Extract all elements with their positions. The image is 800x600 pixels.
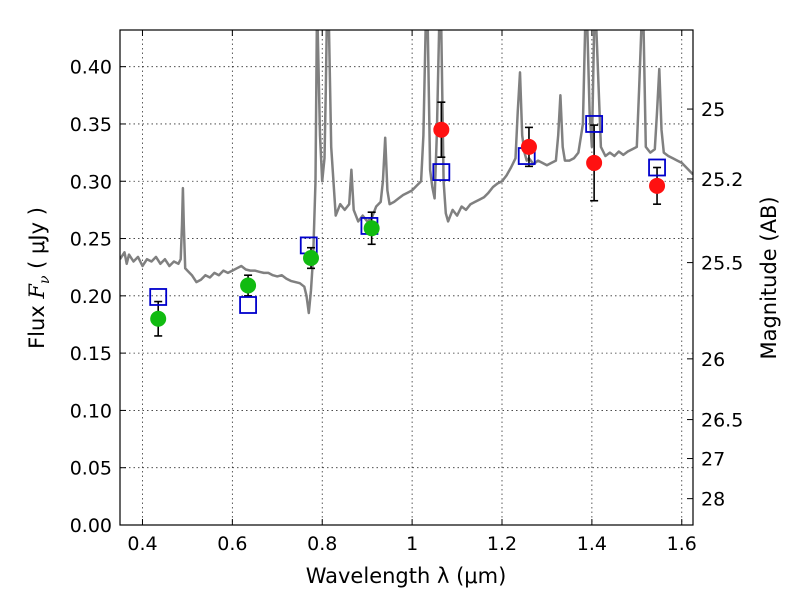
y2-axis-title: Magnitude (AB)	[757, 196, 781, 359]
ground-data-point	[240, 277, 257, 294]
model-point	[648, 158, 666, 177]
x-tick-label: 1	[406, 533, 418, 555]
x-tick-label: 0.6	[217, 533, 247, 555]
model-point	[149, 288, 168, 306]
y2-tick-label: 27	[701, 449, 725, 471]
plot-background	[120, 30, 693, 525]
space-data-point	[433, 121, 450, 138]
x-axis-ticks: 0.4 0.6 0.8 1 1.2 1.4 1.6	[127, 30, 697, 555]
y-tick-label: 0.40	[70, 57, 112, 79]
y2-tick-label: 28	[701, 489, 725, 511]
ground-data-point	[363, 220, 380, 237]
y-axis-title: Flux Fν ( μJy )	[25, 207, 53, 349]
model-point	[239, 296, 257, 314]
y-axis-title-suffix: ( μJy )	[25, 207, 49, 275]
space-data-point	[649, 177, 666, 194]
y-axis-ticks: 0.00 0.05 0.10 0.15 0.20 0.25 0.30 0.35 0.40	[70, 57, 126, 537]
y2-tick-label: 25.5	[701, 253, 743, 275]
x-tick-label: 0.4	[127, 533, 157, 555]
y-tick-label: 0.15	[70, 343, 112, 365]
y-axis-title-prefix: Flux	[25, 299, 49, 349]
y2-tick-label: 26.5	[701, 410, 743, 432]
space-data-point	[586, 154, 603, 171]
y-tick-label: 0.05	[70, 458, 112, 480]
x-tick-label: 1.4	[577, 533, 607, 555]
y-tick-label: 0.10	[70, 400, 112, 422]
y-tick-label: 0.30	[70, 171, 112, 193]
ground-data-point	[150, 310, 167, 327]
y2-axis-ticks: 25 25.2 25.5 26 26.5 27 28	[687, 99, 743, 511]
y-axis-title-subscript: ν	[37, 275, 53, 284]
x-tick-label: 0.8	[307, 533, 337, 555]
x-tick-label: 1.6	[667, 533, 697, 555]
model-point	[432, 163, 451, 181]
y-tick-label: 0.20	[70, 286, 112, 308]
y-tick-label: 0.25	[70, 229, 112, 251]
y-tick-label: 0.35	[70, 114, 112, 136]
y2-tick-label: 25.2	[701, 169, 743, 191]
y2-tick-label: 26	[701, 349, 725, 371]
template-spectrum	[120, 30, 693, 315]
ground-data-point	[303, 250, 319, 267]
model-point	[585, 115, 604, 133]
y-axis-title-symbol: F	[25, 283, 49, 300]
y-tick-label: 0.00	[70, 515, 112, 537]
ground-photometry	[150, 220, 380, 327]
y2-tick-label: 25	[701, 99, 725, 121]
x-axis-title: Wavelength λ (μm)	[306, 564, 507, 588]
plot-frame	[119, 29, 694, 526]
space-photometry	[433, 121, 666, 194]
x-tick-label: 1.2	[487, 533, 517, 555]
template-spectrum-line	[120, 30, 693, 315]
space-data-point	[520, 138, 537, 155]
